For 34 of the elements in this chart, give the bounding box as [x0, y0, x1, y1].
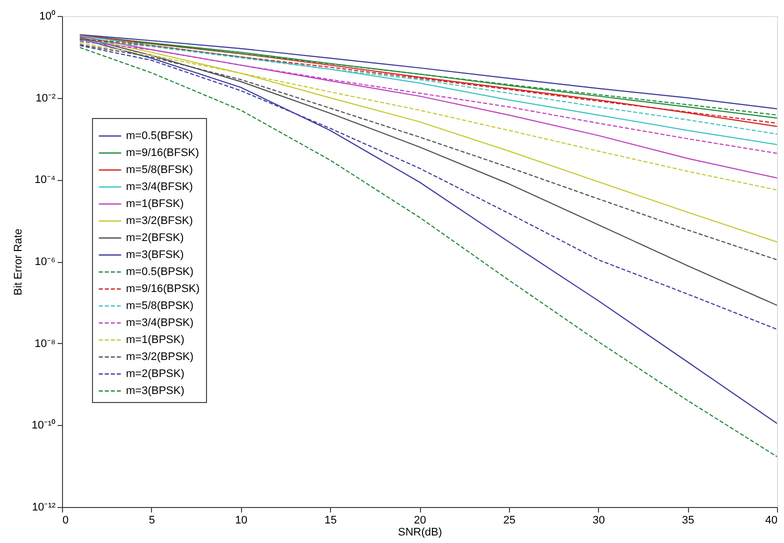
legend-label: m=2(BPSK)	[126, 368, 184, 380]
legend-label: m=3/2(BFSK)	[126, 215, 193, 227]
legend-label: m=3(BFSK)	[126, 249, 184, 261]
y-tick-label: 10⁻⁸	[34, 338, 56, 350]
legend-label: m=5/8(BFSK)	[126, 164, 193, 176]
x-tick-label: 0	[62, 514, 69, 526]
legend-label: m=3/2(BPSK)	[126, 351, 194, 363]
x-tick-label: 30	[592, 514, 605, 526]
x-tick-label: 40	[765, 514, 778, 526]
legend-label: m=1(BPSK)	[126, 334, 184, 346]
legend-label: m=5/8(BPSK)	[126, 300, 194, 312]
legend-label: m=3/4(BPSK)	[126, 317, 194, 329]
x-tick-label: 20	[414, 514, 426, 526]
y-tick-label: 10⁰	[39, 10, 56, 22]
legend-label: m=0.5(BFSK)	[126, 130, 193, 142]
legend-label: m=1(BFSK)	[126, 198, 184, 210]
x-tick-label: 10	[235, 514, 248, 526]
y-tick-label: 10⁻¹⁰	[32, 418, 56, 432]
legend-label: m=9/16(BPSK)	[126, 283, 200, 295]
y-tick-label: 10⁻⁴	[34, 174, 56, 186]
y-tick-label: 10⁻²	[36, 92, 56, 104]
x-tick-label: 15	[324, 514, 337, 526]
x-tick-label: 25	[503, 514, 516, 526]
x-tick-label: 35	[682, 514, 694, 526]
legend-label: m=9/16(BFSK)	[126, 147, 200, 159]
x-tick-label: 5	[148, 514, 155, 526]
legend-label: m=2(BFSK)	[126, 232, 184, 244]
y-axis-title: Bit Error Rate	[12, 228, 25, 296]
legend-label: m=3(BPSK)	[126, 385, 184, 397]
y-tick-label: 10⁻¹²	[32, 502, 56, 514]
legend-label: m=3/4(BFSK)	[126, 181, 193, 193]
x-axis-title: SNR(dB)	[398, 526, 442, 538]
legend-label: m=0.5(BPSK)	[126, 266, 194, 278]
y-tick-label: 10⁻⁶	[34, 256, 56, 268]
